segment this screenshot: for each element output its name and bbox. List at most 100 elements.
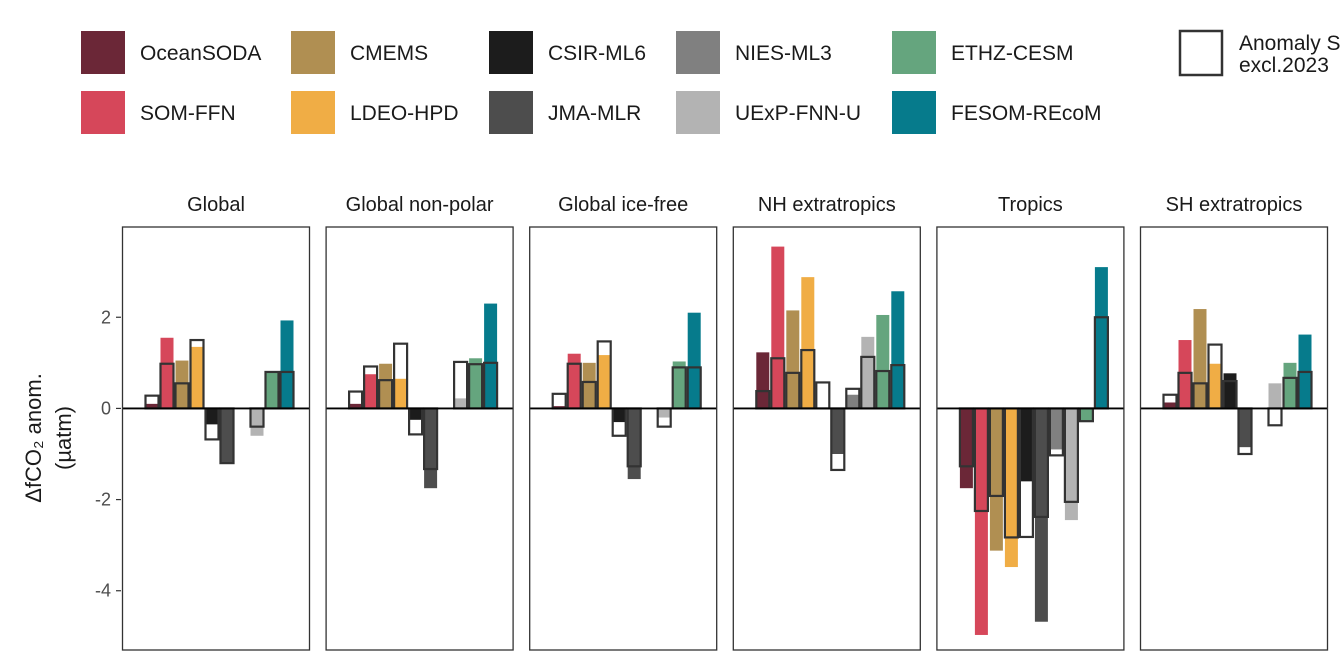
bar-oceansoda <box>552 406 566 409</box>
bar-csir-ml6 <box>1019 408 1033 482</box>
bar-ethz-cesm <box>876 314 890 409</box>
bar-som-ffn <box>771 246 785 409</box>
legend-swatch-cmems <box>291 31 335 74</box>
bar-som-ffn <box>364 374 378 409</box>
legend-item-csir-ml6: CSIR-ML6 <box>489 31 646 74</box>
bar-uexp-fnn-u <box>1064 408 1078 521</box>
bar-uexp-fnn-u <box>454 398 468 409</box>
panel-border <box>1139 226 1329 651</box>
bar-ethz-cesm <box>469 358 483 409</box>
bar-ldeo-hpd <box>190 346 204 409</box>
bar-som-ffn <box>160 337 174 409</box>
legend-outline-item: Anomaly S excl.2023 <box>1178 29 1341 77</box>
legend-outline-label-1: Anomaly S <box>1239 32 1341 55</box>
y-axis-title-line1: ΔfCO₂ anom. <box>21 373 46 503</box>
legend-label-ldeo-hpd: LDEO-HPD <box>350 102 459 125</box>
panel-border <box>325 226 514 651</box>
bar-oceansoda <box>959 408 973 489</box>
legend-swatch-ethz-cesm <box>892 31 936 74</box>
facet-panels: Global Global non-polar Global ice-free NH … <box>121 194 1329 651</box>
bar-jma-mlr <box>831 408 845 454</box>
bar-ethz-cesm <box>265 371 279 409</box>
legend-label-nies-ml3: NIES-ML3 <box>735 42 832 65</box>
panel-border <box>732 226 921 651</box>
bar-fesom-recom <box>1094 267 1108 409</box>
legend-swatch-csir-ml6 <box>489 31 533 74</box>
legend-swatch-fesom-recom <box>892 91 936 134</box>
panel-sh-extratropics: SH extratropics <box>1139 194 1329 651</box>
legend-item-jma-mlr: JMA-MLR <box>489 91 641 134</box>
panel-title: Global ice-free <box>558 194 688 216</box>
bar-oceansoda <box>756 352 770 409</box>
bar-som-ffn <box>974 408 988 635</box>
y-axis-title-line2: (µatm) <box>51 406 76 470</box>
bar-cmems <box>989 408 1003 551</box>
panel-title: NH extratropics <box>758 194 896 216</box>
y-tick-label: 2 <box>101 307 111 327</box>
bar-oceansoda <box>349 403 363 409</box>
panel-nh-extratropics: NH extratropics <box>732 194 921 651</box>
legend-swatch-ldeo-hpd <box>291 91 335 134</box>
legend-label-csir-ml6: CSIR-ML6 <box>548 42 646 65</box>
legend-swatch-nies-ml3 <box>676 31 720 74</box>
legend-label-jma-mlr: JMA-MLR <box>548 102 641 125</box>
bar-oceansoda <box>1163 402 1177 409</box>
bar-oceansoda <box>145 403 159 409</box>
legend-label-ethz-cesm: ETHZ-CESM <box>951 42 1074 65</box>
bar-jma-mlr <box>1034 408 1048 622</box>
panel-border <box>529 226 718 651</box>
outline-bar-csir-ml6 <box>815 381 831 410</box>
bar-ldeo-hpd <box>394 378 408 409</box>
legend-swatch-jma-mlr <box>489 91 533 134</box>
bar-fesom-recom <box>891 291 905 409</box>
panel-tropics: Tropics <box>936 194 1125 651</box>
y-tick-label: 0 <box>101 398 111 418</box>
y-tick-label: -4 <box>95 581 111 601</box>
bar-ethz-cesm <box>1079 408 1093 422</box>
legend-item-nies-ml3: NIES-ML3 <box>676 31 832 74</box>
bar-jma-mlr <box>627 408 641 480</box>
panel-title: Global <box>187 194 245 216</box>
panel-border <box>121 226 311 651</box>
bar-fesom-recom <box>280 320 294 409</box>
bar-nies-ml3 <box>846 394 860 409</box>
outline-bar-uexp-fnn-u <box>1267 407 1283 427</box>
legend: OceanSODA SOM-FFN CMEMS LDEO-HPD CSIR-ML6 JMA… <box>81 31 1102 134</box>
bar-uexp-fnn-u <box>657 408 671 418</box>
legend-outline-label-2: excl.2023 <box>1239 54 1329 77</box>
bar-uexp-fnn-u <box>1268 383 1282 409</box>
bar-uexp-fnn-u <box>861 336 875 409</box>
bar-ethz-cesm <box>672 361 686 409</box>
bar-ethz-cesm <box>1283 362 1297 409</box>
panel-title: Global non-polar <box>346 194 494 216</box>
legend-item-cmems: CMEMS <box>291 31 428 74</box>
bar-ldeo-hpd <box>801 277 815 409</box>
bar-jma-mlr <box>220 408 234 464</box>
bar-ldeo-hpd <box>597 355 611 409</box>
legend-swatch-som-ffn <box>81 91 125 134</box>
panel-title: Tropics <box>998 194 1063 216</box>
panel-border <box>936 226 1125 651</box>
bar-csir-ml6 <box>205 408 219 425</box>
legend-outline-key <box>1178 29 1224 77</box>
bar-cmems <box>379 363 393 409</box>
legend-item-ldeo-hpd: LDEO-HPD <box>291 91 459 134</box>
legend-item-fesom-recom: FESOM-REcoM <box>892 91 1102 134</box>
legend-label-som-ffn: SOM-FFN <box>140 102 236 125</box>
bar-jma-mlr <box>1238 408 1252 448</box>
bar-csir-ml6 <box>1223 373 1237 409</box>
panel-global-non-polar: Global non-polar <box>325 194 514 651</box>
y-axis: 2 0 -2 -4 <box>95 307 121 601</box>
panel-global-ice-free: Global ice-free <box>529 194 718 651</box>
legend-swatch-uexp-fnn-u <box>676 91 720 134</box>
bar-som-ffn <box>1178 340 1192 409</box>
legend-label-fesom-recom: FESOM-REcoM <box>951 102 1102 125</box>
panel-title: SH extratropics <box>1166 194 1303 216</box>
bar-jma-mlr <box>424 408 438 489</box>
bar-csir-ml6 <box>409 408 423 420</box>
bar-uexp-fnn-u <box>250 408 264 436</box>
bar-fesom-recom <box>484 303 498 409</box>
bar-csir-ml6 <box>612 408 626 423</box>
legend-item-som-ffn: SOM-FFN <box>81 91 236 134</box>
legend-item-uexp-fnn-u: UExP-FNN-U <box>676 91 861 134</box>
